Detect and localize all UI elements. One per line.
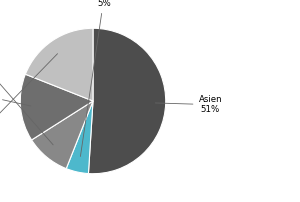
Wedge shape <box>26 28 93 101</box>
Wedge shape <box>20 74 93 140</box>
Wedge shape <box>88 28 166 174</box>
Text: Asien
51%: Asien 51% <box>155 95 222 114</box>
Text: Mellanöstern
Nordafrika
10%: Mellanöstern Nordafrika 10% <box>0 34 53 145</box>
Wedge shape <box>32 101 93 169</box>
Text: Europa ex
Norden
15%: Europa ex Norden 15% <box>0 79 31 109</box>
Wedge shape <box>66 101 93 174</box>
Text: Amerikanska
kontinenten
19%: Amerikanska kontinenten 19% <box>0 54 58 160</box>
Text: Norden
5%: Norden 5% <box>80 0 120 157</box>
